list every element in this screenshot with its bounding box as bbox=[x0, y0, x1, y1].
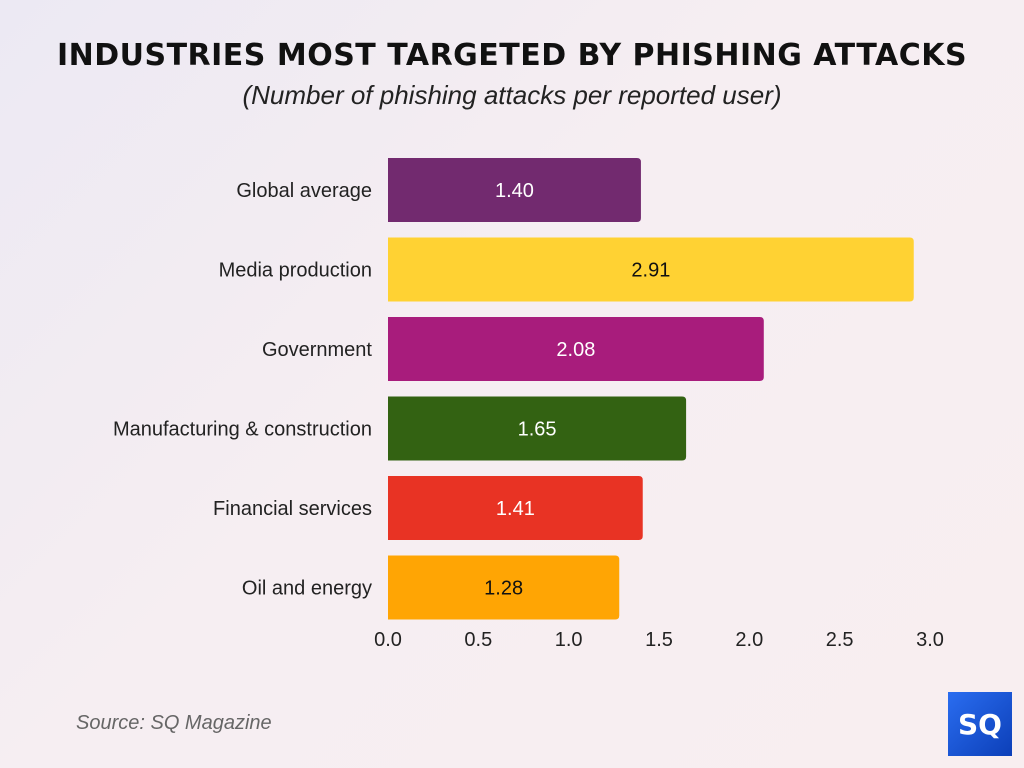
data-label: 2.91 bbox=[631, 260, 670, 282]
data-label: 1.40 bbox=[495, 180, 534, 202]
category-label: Oil and energy bbox=[242, 578, 372, 600]
data-label: 1.41 bbox=[496, 498, 535, 520]
bar bbox=[388, 476, 643, 540]
category-label: Government bbox=[262, 339, 372, 361]
x-tick-label: 1.0 bbox=[555, 629, 583, 651]
bar bbox=[388, 555, 620, 620]
bar bbox=[388, 396, 687, 461]
chart-title: INDUSTRIES MOST TARGETED BY PHISHING ATT… bbox=[56, 38, 968, 73]
data-label: 1.65 bbox=[518, 419, 557, 441]
data-label: 2.08 bbox=[556, 339, 595, 361]
x-tick-label: 3.0 bbox=[916, 629, 944, 651]
category-label: Media production bbox=[219, 260, 372, 282]
x-tick-label: 2.5 bbox=[826, 629, 854, 651]
category-label: Manufacturing & construction bbox=[113, 419, 372, 441]
x-tick-label: 2.0 bbox=[735, 629, 763, 651]
bar bbox=[388, 317, 764, 381]
source-note: Source: SQ Magazine bbox=[76, 712, 272, 734]
category-label: Financial services bbox=[213, 498, 372, 520]
category-label: Global average bbox=[236, 180, 372, 202]
bar bbox=[388, 237, 914, 302]
chart-subtitle: (Number of phishing attacks per reported… bbox=[242, 80, 782, 110]
data-label: 1.28 bbox=[484, 578, 523, 600]
x-tick-label: 0.0 bbox=[374, 629, 402, 651]
x-tick-label: 0.5 bbox=[464, 629, 492, 651]
x-tick-label: 1.5 bbox=[645, 629, 673, 651]
sq-logo: SQ bbox=[948, 692, 1012, 756]
bar bbox=[388, 158, 641, 222]
